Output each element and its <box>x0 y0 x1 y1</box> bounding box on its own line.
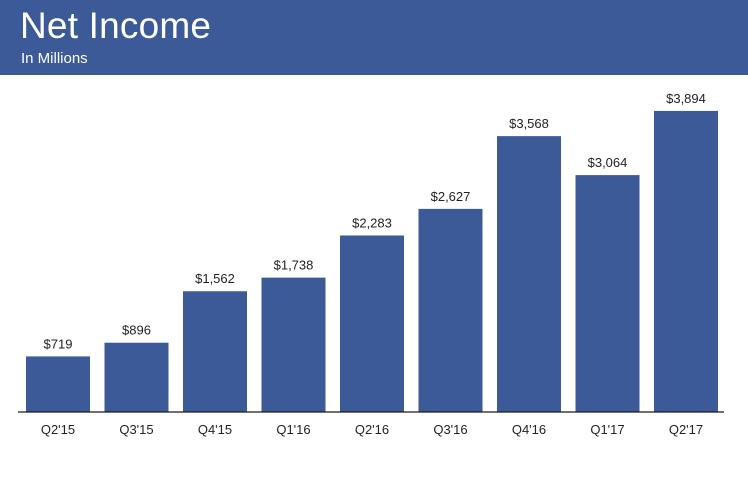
bar-Q3'15 <box>104 342 169 412</box>
x-tick-label: Q3'16 <box>433 422 467 437</box>
x-tick-label: Q4'15 <box>198 422 232 437</box>
bar-Q1'16 <box>261 277 326 412</box>
value-label: $3,568 <box>509 116 549 131</box>
x-tick-label: Q1'17 <box>590 422 624 437</box>
value-label: $896 <box>122 323 151 338</box>
x-tick-label: Q2'15 <box>41 422 75 437</box>
x-tick-label: Q3'15 <box>119 422 153 437</box>
x-tick-label: Q4'16 <box>512 422 546 437</box>
value-label: $2,627 <box>431 189 471 204</box>
value-label: $2,283 <box>352 215 392 230</box>
bar-Q4'15 <box>183 291 247 412</box>
chart-title: Net Income <box>20 5 212 46</box>
value-label: $3,064 <box>588 155 628 170</box>
bar-Q1'17 <box>575 175 640 412</box>
x-tick-labels-group: Q2'15 Q3'15 Q4'15 Q1'16 Q2'16 Q3'16 Q4'16 Q1'17… <box>41 422 703 437</box>
value-label: $719 <box>44 336 73 351</box>
value-label: $1,562 <box>195 271 235 286</box>
bar-Q2'16 <box>340 235 404 412</box>
chart-header: Net Income In Millions <box>0 0 748 75</box>
bar-Q3'16 <box>418 208 483 412</box>
x-tick-label: Q2'17 <box>669 422 703 437</box>
value-label: $1,738 <box>274 258 314 273</box>
bar-Q2'17 <box>654 110 718 413</box>
bar-Q2'15 <box>26 356 90 412</box>
value-labels-group: $719 $896 $1,562 $1,738 $2,283 $2,627 $3,568 $3… <box>44 91 706 351</box>
chart-subtitle: In Millions <box>21 50 88 67</box>
bars-group <box>26 110 718 413</box>
x-tick-label: Q1'16 <box>276 422 310 437</box>
x-tick-label: Q2'16 <box>355 422 389 437</box>
value-label: $3,894 <box>666 91 706 106</box>
bar-Q4'16 <box>497 136 561 412</box>
